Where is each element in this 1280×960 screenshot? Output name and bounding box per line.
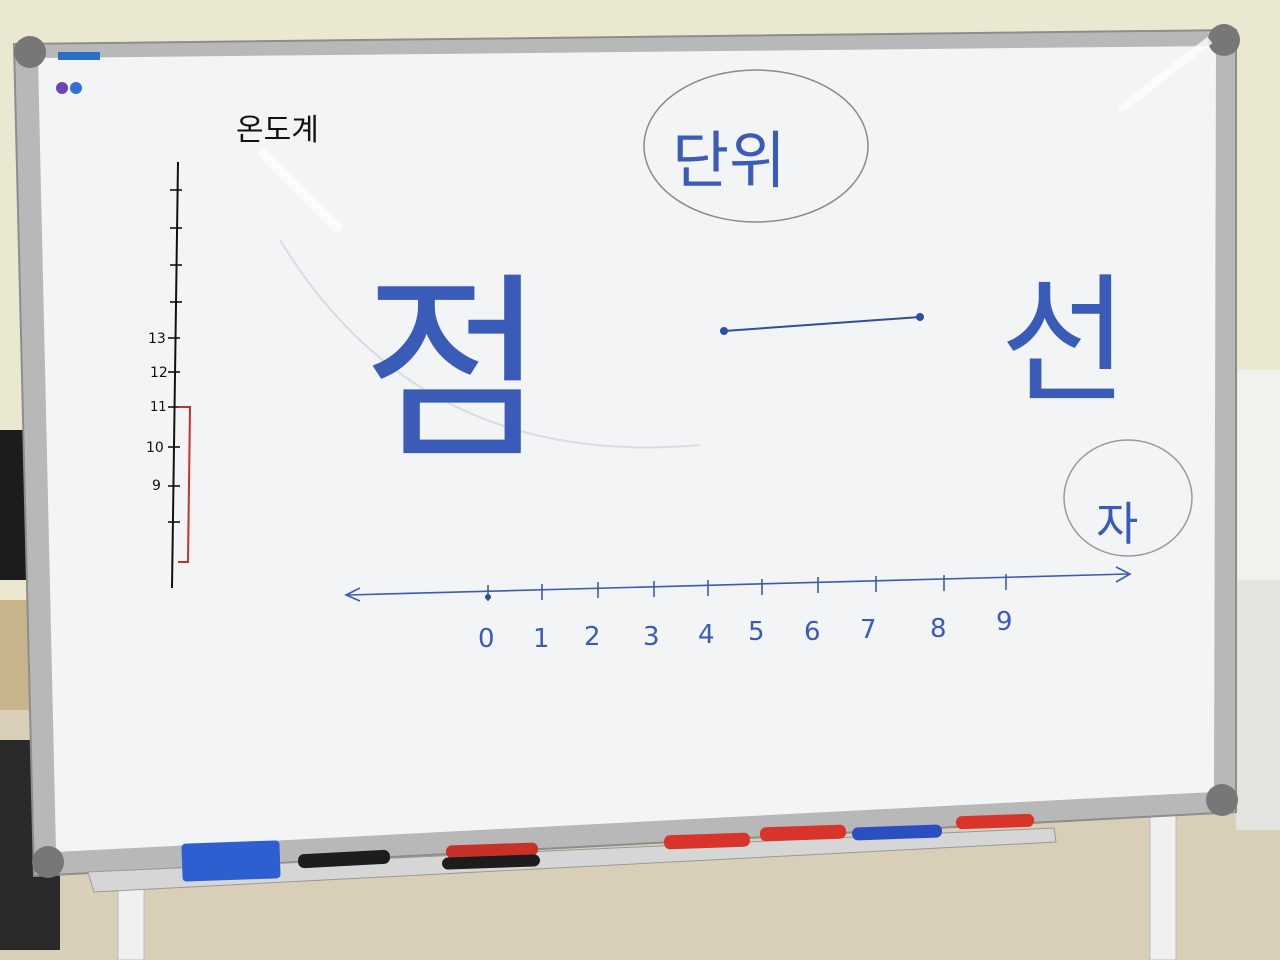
marker-black-2[interactable] — [442, 854, 540, 870]
line-segment — [723, 316, 921, 332]
marker-red-on-black[interactable] — [446, 842, 539, 859]
heading-thermometer: 온도계 — [236, 113, 319, 148]
number-line-label-7: 7 — [860, 615, 877, 645]
marker-red-1[interactable] — [663, 832, 751, 850]
thermometer-label-13: 13 — [148, 331, 166, 347]
number-line-ticks — [487, 574, 1007, 601]
thermometer-label-12: 12 — [150, 365, 168, 381]
number-line-arrow-right — [1115, 566, 1132, 583]
marker-black[interactable] — [298, 849, 391, 869]
marker-red-2[interactable] — [759, 824, 847, 842]
segment-endpoint-a — [720, 327, 728, 335]
circle-around-ruler — [1063, 439, 1193, 557]
number-line-label-6: 6 — [804, 617, 821, 647]
number-line-zero-dot — [485, 594, 491, 600]
number-line — [347, 573, 1129, 596]
glare-1 — [256, 146, 344, 234]
thermometer-scale-line — [171, 161, 179, 589]
right-desk — [1236, 580, 1280, 830]
number-line-label-1: 1 — [533, 624, 550, 654]
number-line-label-5: 5 — [748, 617, 765, 647]
circled-word-unit: 단위 — [672, 124, 786, 197]
big-word-point: 점 — [362, 255, 546, 488]
glare-2 — [1117, 36, 1213, 114]
number-line-label-2: 2 — [584, 622, 601, 652]
number-line-label-0: 0 — [478, 624, 495, 654]
marker-red-3[interactable] — [956, 813, 1035, 830]
number-line-label-4: 4 — [698, 620, 715, 650]
segment-endpoint-b — [916, 313, 924, 321]
number-line-label-3: 3 — [643, 622, 660, 652]
whiteboard-surface — [38, 46, 1216, 852]
thermometer-label-10: 10 — [146, 440, 164, 456]
magnet-blue — [70, 82, 82, 94]
thermometer-red-bar — [178, 406, 192, 563]
number-line-label-8: 8 — [930, 614, 947, 644]
circle-around-unit — [643, 69, 869, 223]
left-shelf — [0, 600, 30, 710]
thermometer-label-11: 11 — [150, 400, 167, 415]
erased-arc — [279, 239, 701, 449]
brand-sticker — [58, 52, 100, 60]
corner-cap-tl — [14, 36, 46, 68]
big-word-line: 선 — [1000, 261, 1129, 424]
eraser[interactable] — [181, 840, 281, 882]
number-line-arrow-left — [344, 587, 361, 602]
stand-leg-left — [117, 879, 145, 960]
corner-cap-tr — [1208, 24, 1240, 56]
magnet-purple — [56, 82, 68, 94]
marker-blue[interactable] — [852, 824, 943, 841]
thermometer-ticks — [168, 189, 182, 523]
circled-word-ruler: 자 — [1096, 497, 1138, 551]
corner-cap-br — [1206, 784, 1238, 816]
right-window — [1238, 370, 1280, 580]
thermometer-label-9: 9 — [152, 478, 161, 494]
stand-leg-right — [1149, 809, 1177, 960]
number-line-label-9: 9 — [996, 607, 1013, 637]
corner-cap-bl — [32, 846, 64, 878]
